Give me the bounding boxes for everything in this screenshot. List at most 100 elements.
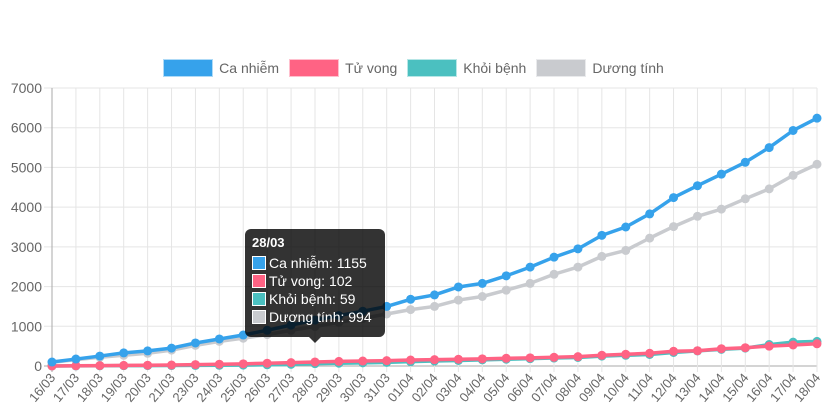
data-point (190, 360, 200, 370)
data-point (549, 252, 559, 262)
legend-item-duong-tinh[interactable]: Dương tính (536, 59, 664, 77)
legend-swatch (163, 59, 214, 77)
data-point (573, 262, 583, 272)
legend-item-ca-nhiem[interactable]: Ca nhiễm (163, 59, 279, 77)
tooltip-row: Khỏi bệnh: 59 (252, 290, 378, 308)
legend-swatch (536, 59, 587, 77)
tooltip-row: Ca nhiễm: 1155 (252, 254, 378, 272)
data-point (214, 359, 224, 369)
data-point (692, 181, 702, 191)
tooltip-title: 28/03 (252, 235, 285, 250)
data-point (119, 348, 129, 358)
data-point (430, 290, 439, 300)
x-tick-label: 13/04 (671, 370, 703, 405)
data-point (453, 354, 463, 364)
data-point (549, 352, 559, 362)
data-point (597, 251, 607, 261)
legend-label: Tử vong (345, 60, 398, 76)
data-point (358, 356, 368, 366)
x-tick-label: 10/04 (600, 370, 632, 405)
x-tick-label: 06/04 (504, 370, 536, 405)
x-tick-label: 31/03 (361, 370, 393, 405)
tooltip-swatch (252, 256, 266, 270)
x-tick-label: 23/03 (169, 370, 201, 405)
data-point (501, 271, 511, 281)
data-point (812, 339, 822, 349)
data-point (47, 357, 57, 367)
x-tick-label: 15/04 (719, 370, 751, 405)
legend-label: Dương tính (592, 60, 664, 76)
data-point (716, 344, 726, 354)
x-tick-label: 25/03 (217, 370, 249, 405)
x-tick-label: 01/04 (384, 370, 416, 405)
data-point (214, 334, 224, 344)
data-point (716, 204, 726, 214)
data-point (525, 278, 535, 288)
legend: Ca nhiễm Tử vong Khỏi bệnh Dương tính (0, 59, 827, 77)
tooltip-text: Ca nhiễm: 1155 (269, 255, 367, 271)
data-point (716, 169, 726, 179)
data-point (525, 262, 535, 272)
legend-label: Ca nhiễm (219, 60, 280, 76)
data-point (788, 170, 798, 180)
y-tick-label: 2000 (11, 279, 42, 295)
x-tick-label: 24/03 (193, 370, 225, 405)
data-point (764, 143, 774, 153)
x-tick-label: 21/03 (145, 370, 177, 405)
x-tick-label: 17/03 (50, 370, 82, 405)
data-point (477, 278, 487, 288)
y-tick-label: 7000 (11, 80, 42, 96)
x-tick-label: 17/04 (767, 370, 799, 405)
y-tick-label: 1000 (11, 318, 42, 334)
legend-label: Khỏi bệnh (463, 60, 527, 76)
x-tick-label: 27/03 (265, 370, 297, 405)
data-point (406, 305, 416, 315)
data-point (692, 211, 702, 221)
data-point (740, 343, 750, 353)
tooltip-swatch (252, 292, 266, 306)
y-tick-label: 0 (34, 358, 42, 374)
data-point (573, 244, 583, 254)
data-point (740, 157, 750, 167)
data-point (573, 352, 583, 362)
data-point (262, 358, 272, 368)
data-point (71, 361, 81, 371)
data-point (167, 360, 177, 370)
data-point (645, 233, 655, 243)
data-point (621, 245, 631, 255)
x-tick-label: 18/04 (791, 370, 823, 405)
data-point (167, 343, 177, 353)
tooltip: 28/03 Ca nhiễm: 1155 Tử vong: 102 Khỏi b… (245, 229, 385, 343)
legend-swatch (289, 59, 340, 77)
x-tick-label: 02/04 (408, 370, 440, 405)
tooltip-row: Dương tính: 994 (252, 308, 378, 326)
legend-item-khoi-benh[interactable]: Khỏi bệnh (407, 59, 526, 77)
data-point (740, 194, 750, 204)
legend-swatch (407, 59, 458, 77)
data-point (692, 346, 702, 356)
x-tick-label: 19/03 (98, 370, 130, 405)
tooltip-swatch (252, 310, 266, 324)
x-tick-label: 14/04 (695, 370, 727, 405)
data-point (764, 184, 774, 194)
data-point (119, 360, 129, 370)
data-point (812, 113, 822, 123)
tooltip-text: Tử vong: 102 (269, 273, 353, 289)
data-point (788, 340, 798, 350)
data-point (549, 269, 559, 279)
x-tick-label: 29/03 (313, 370, 345, 405)
x-tick-label: 04/04 (456, 370, 488, 405)
data-point (143, 360, 153, 370)
legend-item-tu-vong[interactable]: Tử vong (289, 59, 397, 77)
data-point (143, 346, 153, 356)
x-tick-label: 20/03 (122, 370, 154, 405)
x-tick-label: 26/03 (241, 370, 273, 405)
tooltip-text: Dương tính: 994 (269, 309, 372, 325)
data-point (190, 338, 200, 348)
data-point (477, 354, 487, 364)
data-point (621, 349, 631, 359)
data-point (95, 361, 105, 371)
x-tick-label: 05/04 (480, 370, 512, 405)
x-tick-label: 09/04 (576, 370, 608, 405)
